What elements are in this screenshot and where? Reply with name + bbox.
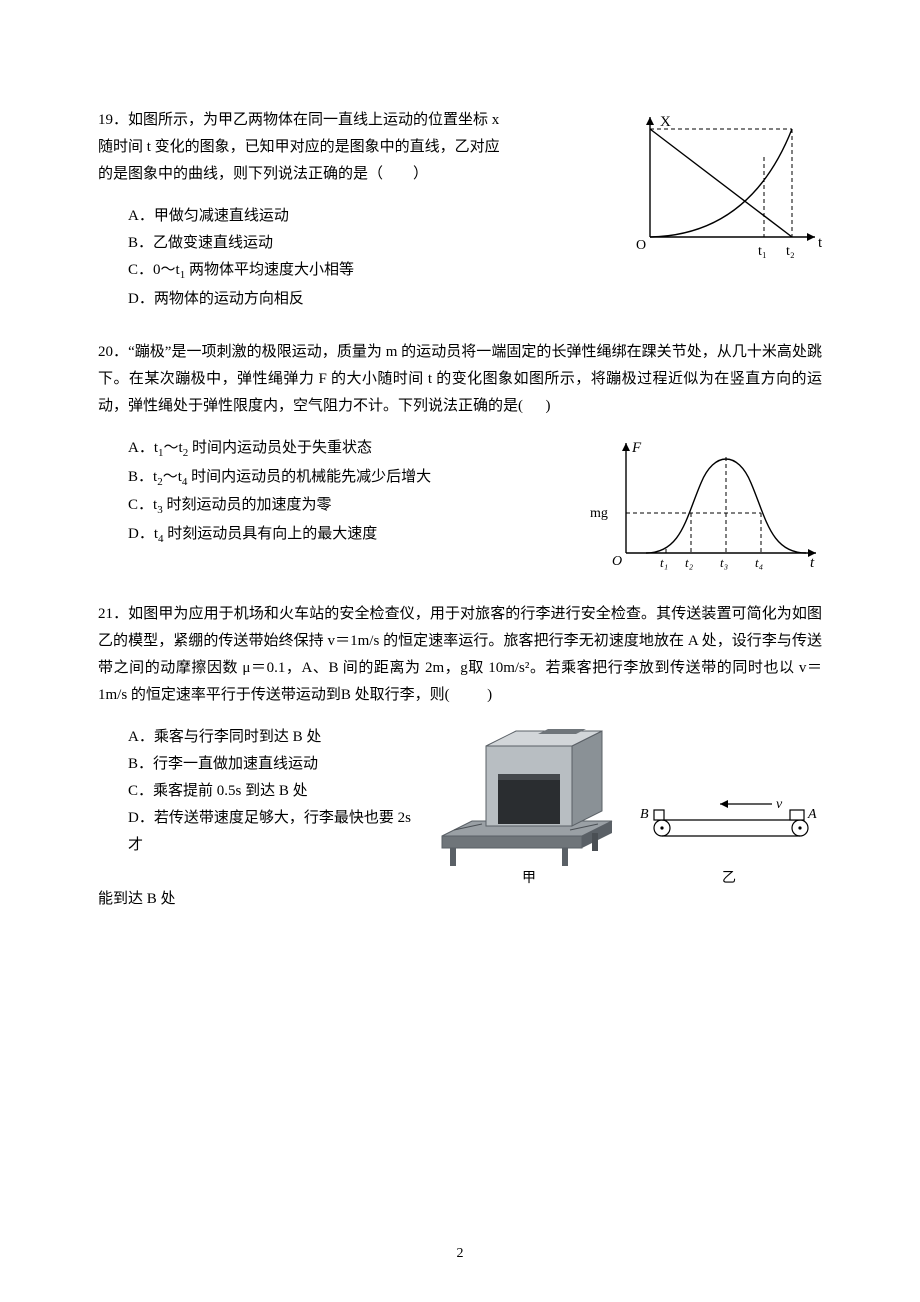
- q21-label-A: A: [807, 807, 817, 822]
- page-number: 2: [98, 1241, 822, 1266]
- q19-number: 19．: [98, 112, 128, 128]
- q21-label-B: B: [640, 807, 649, 822]
- q19-graph-svg: X t O t₁ t₂: [622, 107, 822, 267]
- q20-x-axis-label: t: [810, 555, 815, 571]
- q20-t1: t₁: [660, 555, 668, 570]
- q19-figure: X t O t₁ t₂: [622, 107, 822, 267]
- question-21: 21．如图甲为应用于机场和火车站的安全检查仪，用于对旅客的行李进行安全检查。其传…: [98, 601, 822, 913]
- q20-number: 20．: [98, 344, 128, 360]
- q20-stem: 20．“蹦极”是一项刺激的极限运动，质量为 m 的运动员将一端固定的长弹性绳绑在…: [98, 339, 822, 420]
- question-20: 20．“蹦极”是一项刺激的极限运动，质量为 m 的运动员将一端固定的长弹性绳绑在…: [98, 339, 822, 575]
- q19-origin-label: O: [636, 238, 646, 253]
- q21-figure-svg: 甲 B A v: [422, 720, 822, 890]
- q20-t2: t₂: [685, 555, 694, 570]
- q19-tick-t2: t₂: [786, 244, 795, 259]
- q19-y-axis-label: X: [660, 114, 671, 130]
- q21-label-yi: 乙: [722, 870, 736, 886]
- q20-graph-svg: F mg O t₁ t₂ t₃ t₄ t: [582, 435, 822, 575]
- q20-t3: t₃: [720, 555, 728, 570]
- q21-figure: 甲 B A v: [422, 720, 822, 890]
- q21-stem: 21．如图甲为应用于机场和火车站的安全检查仪，用于对旅客的行李进行安全检查。其传…: [98, 601, 822, 709]
- q19-option-d: D．两物体的运动方向相反: [128, 286, 822, 313]
- q20-mg-label: mg: [590, 506, 608, 521]
- q21-label-v: v: [776, 797, 783, 812]
- q19-x-axis-label: t: [818, 235, 822, 251]
- q20-y-axis-label: F: [631, 440, 642, 456]
- q20-origin-label: O: [612, 554, 622, 569]
- q21-number: 21．: [98, 606, 128, 622]
- q19-tick-t1: t₁: [758, 244, 767, 259]
- q21-label-jia: 甲: [522, 871, 536, 886]
- q20-t4: t₄: [755, 555, 764, 570]
- q21-option-d-line2: 能到达 B 处: [98, 886, 822, 913]
- question-19: X t O t₁ t₂ 19．如图所示，为甲乙两物体在同一直线上运动的位置坐标 …: [98, 107, 822, 313]
- q20-figure: F mg O t₁ t₂ t₃ t₄ t: [582, 435, 822, 575]
